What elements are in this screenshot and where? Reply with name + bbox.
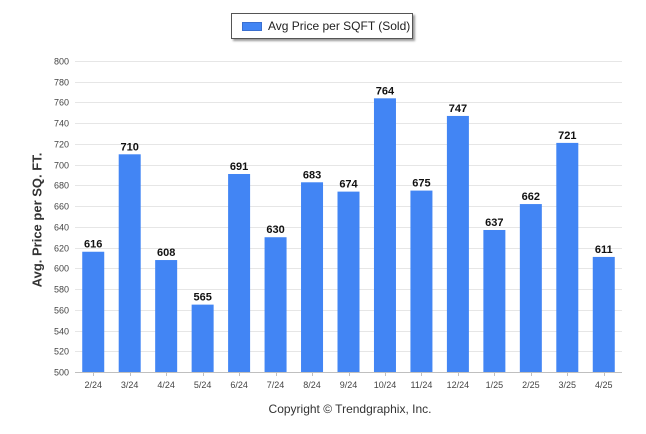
bar (82, 251, 105, 372)
y-tick-labels: 500 520 540 560 580 600 620 640 660 680 700 720 740 7… (54, 57, 69, 378)
x-tick-label: 4/24 (157, 380, 175, 390)
x-tick-label: 8/24 (303, 380, 321, 390)
y-tick-label: 640 (54, 223, 69, 233)
bar (373, 98, 396, 372)
y-tick-label: 720 (54, 140, 69, 150)
bar-value-label: 611 (595, 244, 613, 256)
bar-value-label: 675 (412, 178, 430, 190)
y-tick-label: 680 (54, 181, 69, 191)
y-tick-label: 520 (54, 347, 69, 357)
x-tick-label: 1/25 (486, 380, 504, 390)
y-tick-label: 600 (54, 264, 69, 274)
bar-value-label: 691 (230, 161, 248, 173)
x-tick-label: 2/24 (84, 380, 102, 390)
bar-value-label: 764 (376, 85, 395, 97)
bar-value-label: 683 (303, 169, 321, 181)
data-labels: 616 710 608 565 691 630 683 674 764 675 747 637 662 7… (84, 85, 613, 303)
y-tick-label: 740 (54, 119, 69, 129)
bar-value-label: 747 (449, 103, 467, 115)
y-tick-label: 700 (54, 161, 69, 171)
x-tick-labels: 2/24 3/24 4/24 5/24 6/24 7/24 8/24 9/24 10/24 11/… (84, 372, 613, 390)
x-tick-label: 5/24 (194, 380, 212, 390)
bar-value-label: 710 (121, 141, 139, 153)
x-tick-label: 11/24 (411, 380, 433, 390)
y-tick-label: 780 (54, 78, 69, 88)
x-tick-label: 7/24 (267, 380, 285, 390)
y-tick-label: 660 (54, 202, 69, 212)
bar (556, 142, 579, 372)
bar-value-label: 662 (522, 191, 540, 203)
x-tick-label: 12/24 (447, 380, 470, 390)
bar (410, 190, 433, 372)
bar (301, 182, 324, 372)
bar-value-label: 637 (485, 217, 503, 229)
x-tick-label: 4/25 (595, 380, 613, 390)
x-tick-label: 6/24 (230, 380, 248, 390)
y-tick-label: 580 (54, 285, 69, 295)
bar-value-label: 630 (266, 224, 284, 236)
y-tick-label: 620 (54, 244, 69, 254)
bar (228, 173, 251, 372)
bar-value-label: 721 (558, 130, 576, 142)
bar-value-label: 674 (339, 179, 358, 191)
x-tick-label: 9/24 (340, 380, 358, 390)
x-tick-label: 2/25 (522, 380, 540, 390)
x-tick-label: 3/24 (121, 380, 139, 390)
legend-label: Avg Price per SQFT (Sold) (268, 19, 411, 33)
bars (82, 98, 615, 373)
bar (592, 256, 615, 372)
chart-legend: Avg Price per SQFT (Sold) (231, 13, 413, 39)
bar (118, 154, 141, 372)
bar (337, 191, 360, 372)
bar (519, 204, 542, 372)
bar (446, 115, 469, 373)
x-tick-label: 10/24 (374, 380, 397, 390)
bar-value-label: 616 (84, 239, 102, 251)
bar (155, 260, 178, 372)
y-tick-label: 540 (54, 327, 69, 337)
bar (264, 237, 287, 372)
y-tick-label: 500 (54, 368, 69, 378)
bar-value-label: 565 (193, 292, 211, 304)
legend-swatch (242, 22, 262, 31)
copyright-footer: Copyright © Trendgraphix, Inc. (268, 402, 432, 416)
bar (191, 304, 214, 372)
x-tick-label: 3/25 (559, 380, 577, 390)
y-tick-label: 760 (54, 98, 69, 108)
bar-value-label: 608 (157, 247, 175, 259)
y-tick-label: 800 (54, 57, 69, 67)
y-tick-label: 560 (54, 306, 69, 316)
bar (483, 229, 506, 372)
